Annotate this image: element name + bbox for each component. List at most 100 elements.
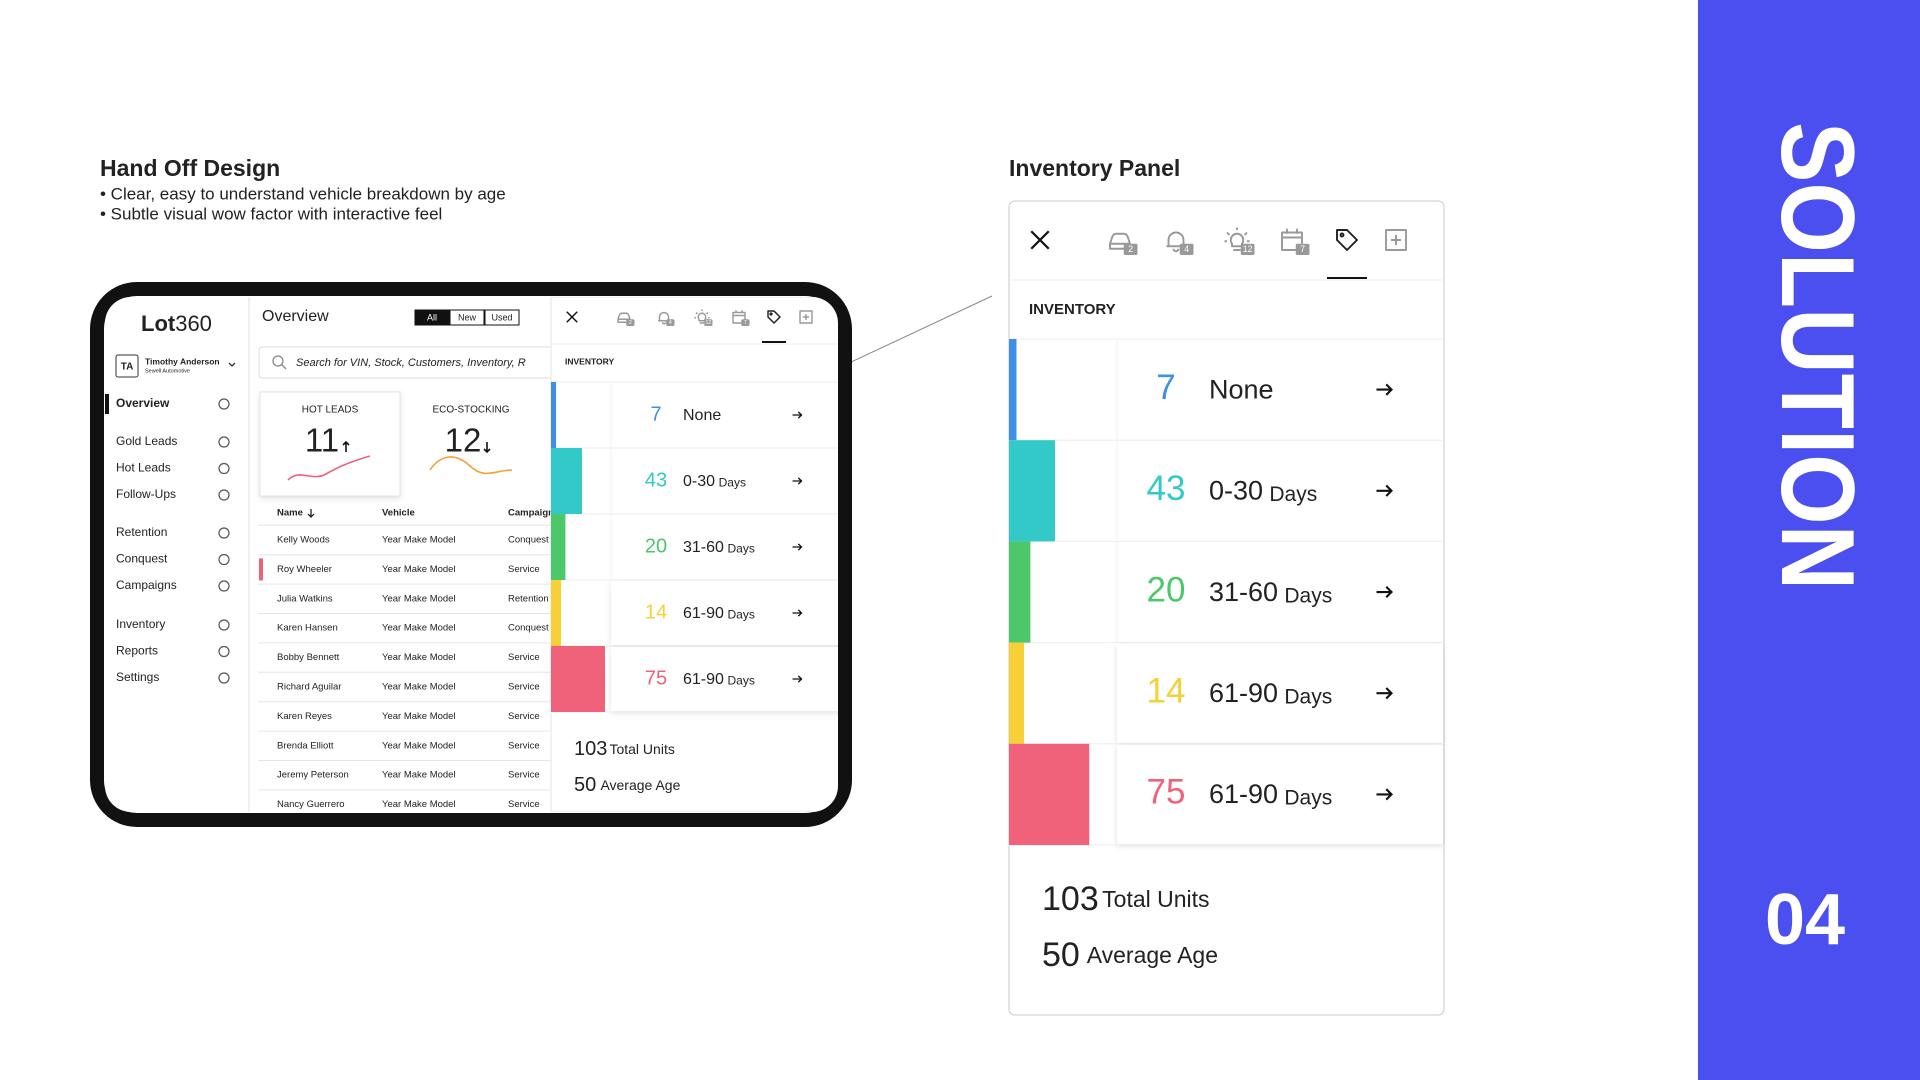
tab-badge-count: 7 xyxy=(1300,244,1305,254)
icon-stroke xyxy=(1385,229,1407,251)
age-count: 43 xyxy=(1147,469,1186,508)
table-cell: Service xyxy=(508,799,540,810)
table-cell: Nancy Guerrero xyxy=(277,799,345,810)
nav-item: Conquest xyxy=(116,552,168,566)
tab-badge xyxy=(1240,243,1255,255)
age-unit: Days xyxy=(1284,786,1332,809)
tab-underline xyxy=(762,341,786,343)
tab-badge-count: 4 xyxy=(669,320,672,326)
nav-item: Campaigns xyxy=(116,578,177,592)
section-label: SOLUTION xyxy=(1759,122,1875,590)
table-cell: Conquest xyxy=(508,623,549,634)
filter-pill xyxy=(449,309,485,326)
age-bar xyxy=(1009,339,1017,441)
column-header: Vehicle xyxy=(382,508,415,519)
tablet-screen: Overview All New Used Search for VIN, Stock,… xyxy=(105,297,838,812)
tab-badge-count: 7 xyxy=(744,320,747,326)
icon-stroke xyxy=(617,312,631,323)
icon-stroke xyxy=(1229,232,1245,251)
row-arrow xyxy=(792,411,803,419)
close-icon xyxy=(1030,230,1050,250)
age-bar xyxy=(551,382,557,448)
tab-icon xyxy=(1166,231,1185,253)
tab-icon xyxy=(1385,229,1407,251)
search-placeholder: Search for VIN, Stock, Customers, Invent… xyxy=(296,357,526,369)
nav-icon xyxy=(218,489,230,501)
nav-icon xyxy=(218,672,230,684)
tab-badge xyxy=(1123,243,1138,255)
age-unit: Days xyxy=(1269,483,1317,506)
row-arrow xyxy=(1376,788,1394,801)
icon-stroke xyxy=(697,312,707,324)
table-cell: Year Make Model xyxy=(382,652,456,663)
total-label: Total Units xyxy=(1102,886,1209,912)
main-area: Overview All New Used Search for VIN, Stock,… xyxy=(258,308,554,810)
tab-badge-count: 4 xyxy=(1184,244,1189,254)
card-label: ECO-STOCKING xyxy=(432,405,509,416)
row-highlight xyxy=(259,558,263,581)
icon-stroke xyxy=(1172,248,1180,253)
search-icon-handle xyxy=(281,364,287,370)
total-value: 103 xyxy=(1042,880,1099,918)
brand-rest: 360 xyxy=(175,311,212,336)
tab-badge xyxy=(1179,243,1194,255)
table-cell: Kelly Woods xyxy=(277,535,330,546)
filter-label: New xyxy=(458,312,477,322)
age-count: 20 xyxy=(1147,570,1186,609)
brand-bold: Lot xyxy=(141,311,176,336)
age-bar xyxy=(1009,541,1031,643)
tab-icon xyxy=(1336,229,1358,251)
age-count: 7 xyxy=(1156,368,1175,407)
tab-icon xyxy=(799,310,813,324)
age-unit: Days xyxy=(728,674,755,688)
row-arrow xyxy=(1376,585,1394,599)
panel-caption: Inventory Panel xyxy=(1009,155,1180,181)
age-range: 31-60 xyxy=(1209,577,1278,607)
row-arrow xyxy=(792,543,803,551)
total-value: 103 xyxy=(574,738,607,760)
table-cell: Year Make Model xyxy=(382,770,456,781)
table-cell: Year Make Model xyxy=(382,593,456,604)
row-arrow xyxy=(792,477,803,485)
age-value: 50 xyxy=(1042,936,1080,974)
tab-badge xyxy=(1295,243,1310,255)
table-cell: Roy Wheeler xyxy=(277,564,332,575)
tab-badge-count: 12 xyxy=(1243,244,1253,254)
inventory-panel-large: 2 4 12 7 INVENTORY 7 None 43 0-30 Days 20 31-60 Days… xyxy=(1008,200,1445,1016)
table-cell: Jeremy Peterson xyxy=(277,770,349,781)
filter-pill xyxy=(414,309,450,326)
table-cell: Karen Reyes xyxy=(277,711,332,722)
age-bar xyxy=(551,646,605,712)
tab-badge xyxy=(666,319,675,326)
icon-stroke xyxy=(1166,231,1185,248)
search-icon xyxy=(272,355,284,367)
age-range: 61-90 xyxy=(1209,678,1278,708)
tab-icon xyxy=(1224,227,1250,251)
trend-arrow xyxy=(342,440,350,452)
average-age: 50 Average Age xyxy=(574,774,681,796)
table-cell: Year Make Model xyxy=(382,535,456,546)
card-value: 12 xyxy=(445,422,482,459)
tab-badge-count: 2 xyxy=(1128,244,1133,254)
card-label: HOT LEADS xyxy=(302,405,359,416)
row-arrow xyxy=(792,675,803,683)
nav-item: Gold Leads xyxy=(116,434,177,448)
age-count: 75 xyxy=(645,667,667,689)
age-count: 75 xyxy=(1147,773,1186,812)
table-cell: Julia Watkins xyxy=(277,593,333,604)
sparkline xyxy=(429,456,513,475)
nav-icon xyxy=(218,645,230,658)
age-unit: Days xyxy=(728,608,755,622)
tab-badge xyxy=(704,319,713,326)
chevron xyxy=(228,362,236,367)
icon-stroke xyxy=(1224,227,1250,243)
age-label: 0-30 Days xyxy=(1209,476,1317,506)
total-label: Total Units xyxy=(609,741,674,757)
column-header: Campaign xyxy=(508,508,554,519)
age-bar xyxy=(551,580,562,646)
sparkline xyxy=(287,455,371,481)
average-age: 50 Average Age xyxy=(1042,936,1218,974)
row-arrow xyxy=(1376,687,1394,700)
age-label: 31-60 Days xyxy=(683,539,755,556)
